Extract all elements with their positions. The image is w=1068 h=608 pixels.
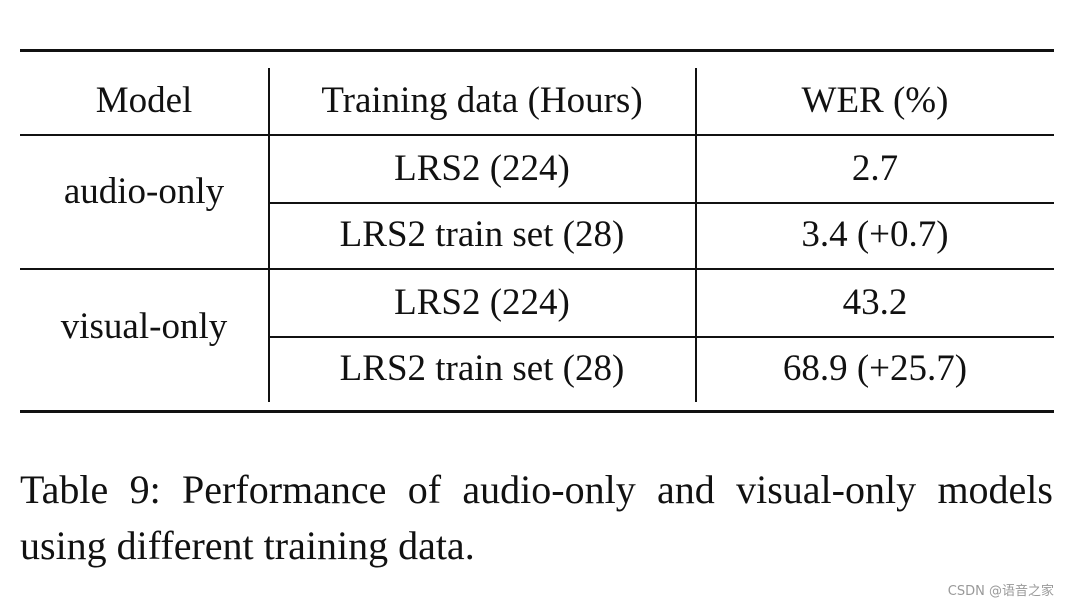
training-data-cell: LRS2 train set (28) xyxy=(339,214,625,255)
model-cell: audio-only xyxy=(63,171,225,212)
header-training-data: Training data (Hours) xyxy=(321,80,643,121)
training-data-cell: LRS2 train set (28) xyxy=(339,348,625,389)
training-data-cell: LRS2 (224) xyxy=(394,148,570,189)
mid-rule-audio xyxy=(268,202,1054,204)
header-wer: WER (%) xyxy=(801,80,949,121)
model-cell: visual-only xyxy=(60,306,228,347)
top-rule xyxy=(20,49,1054,52)
wer-cell: 68.9 (+25.7) xyxy=(782,348,968,389)
header-rule xyxy=(20,134,1054,136)
column-divider xyxy=(268,68,270,402)
training-data-cell: LRS2 (224) xyxy=(394,282,570,323)
mid-rule-visual xyxy=(268,336,1054,338)
column-divider xyxy=(695,68,697,402)
table-caption: Table 9: Performance of audio-only and v… xyxy=(20,467,1053,568)
wer-cell: 3.4 (+0.7) xyxy=(801,214,949,255)
group-rule xyxy=(20,268,1054,270)
wer-cell: 2.7 xyxy=(851,148,899,189)
bottom-rule xyxy=(20,410,1054,413)
wer-cell: 43.2 xyxy=(842,282,908,323)
watermark: CSDN @语音之家 xyxy=(947,584,1054,599)
header-model: Model xyxy=(95,80,193,121)
